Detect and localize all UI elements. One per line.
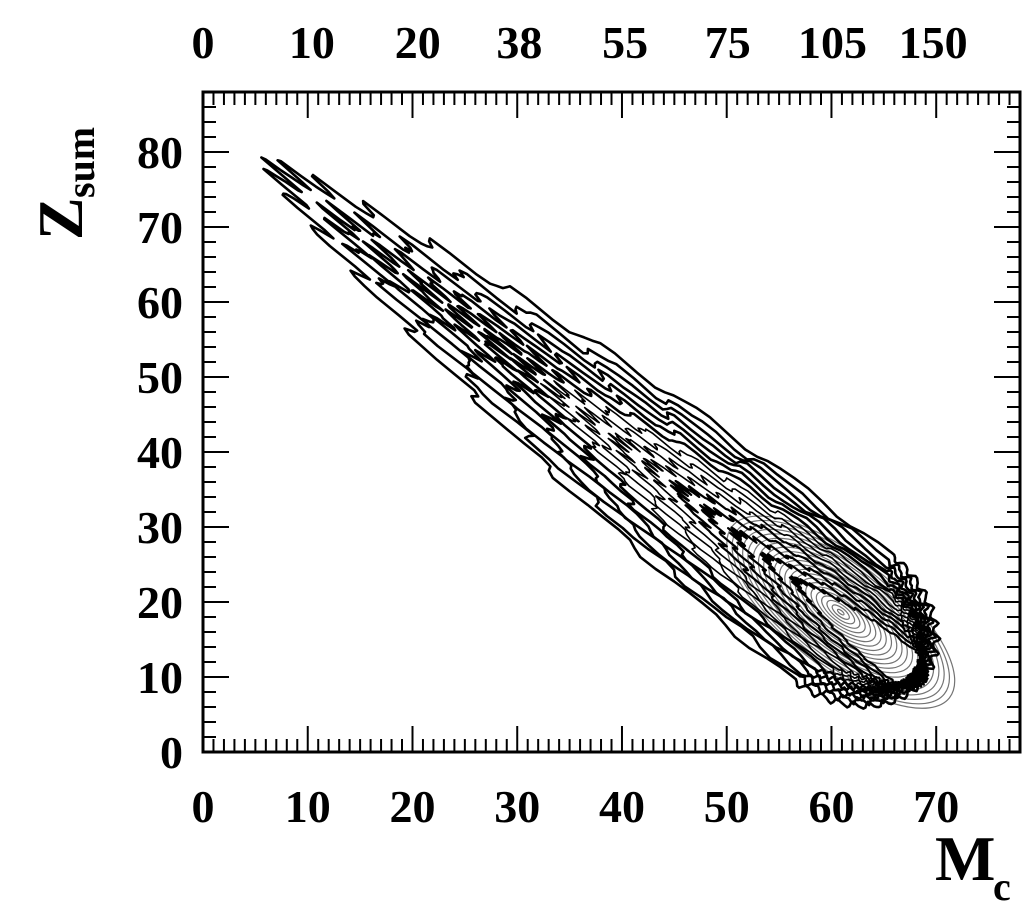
x-tick-label: 20 — [389, 781, 435, 832]
top-tick-label: 0 — [192, 17, 215, 68]
y-tick-label: 10 — [137, 652, 183, 703]
peak-contour — [821, 595, 861, 629]
x-tick-label: 30 — [494, 781, 540, 832]
top-tick-label: 20 — [395, 17, 441, 68]
y-tick-label: 50 — [137, 352, 183, 403]
top-tick-label: 75 — [705, 17, 751, 68]
peak-contour — [778, 559, 903, 665]
y-tick-label: 80 — [137, 127, 183, 178]
peak-contour — [800, 577, 882, 647]
contour-lines — [260, 156, 956, 710]
peak-contour — [810, 586, 872, 638]
y-tick-label: 70 — [137, 202, 183, 253]
peak-contour — [784, 564, 898, 660]
peak-contour — [789, 568, 893, 656]
peak-contour — [826, 599, 856, 625]
top-tick-labels: 0 10 20 38 55 75 105 150 — [192, 17, 968, 68]
x-tick-label: 70 — [913, 781, 959, 832]
peak-contour — [773, 555, 908, 669]
top-tick-label: 150 — [899, 17, 968, 68]
top-tick-label: 55 — [602, 17, 648, 68]
axis-ticks — [202, 91, 1021, 753]
x-axis-title: M c — [935, 823, 1011, 909]
peak-contour — [747, 533, 935, 692]
peak-contour — [831, 604, 850, 620]
peak-contour — [794, 573, 887, 652]
peak-contour — [763, 546, 919, 678]
top-tick-label: 10 — [289, 17, 335, 68]
peak-contour — [736, 524, 945, 700]
peak-contour — [836, 608, 845, 616]
peak-contour — [815, 590, 866, 634]
peak-contour — [731, 519, 951, 705]
top-tick-label: 38 — [496, 17, 542, 68]
y-tick-labels: 0 10 20 30 40 50 60 70 80 — [137, 127, 183, 778]
peak-contour — [757, 542, 924, 683]
x-tick-label: 0 — [192, 781, 215, 832]
peak-contour — [742, 528, 940, 696]
peak-contour — [726, 515, 956, 709]
x-tick-labels: 0 10 20 30 40 50 60 70 — [192, 781, 960, 832]
x-axis-title-main: M — [935, 823, 995, 894]
contour-level-16 — [788, 575, 930, 690]
x-tick-label: 60 — [808, 781, 854, 832]
y-tick-label: 30 — [137, 502, 183, 553]
y-axis-title: Z sum — [25, 127, 103, 240]
peak-contour — [768, 550, 914, 674]
y-tick-label: 20 — [137, 577, 183, 628]
y-axis-title-main: Z — [25, 197, 96, 240]
y-tick-label: 0 — [160, 727, 183, 778]
x-tick-label: 40 — [599, 781, 645, 832]
x-axis-title-sub: c — [993, 864, 1011, 909]
y-tick-label: 60 — [137, 277, 183, 328]
y-tick-label: 40 — [137, 427, 183, 478]
x-tick-label: 10 — [285, 781, 331, 832]
peak-contour — [752, 537, 929, 687]
y-axis-title-sub: sum — [58, 127, 103, 198]
peak-contour — [805, 582, 877, 643]
top-tick-label: 105 — [798, 17, 867, 68]
x-tick-label: 50 — [704, 781, 750, 832]
contour-peak-shading — [726, 515, 956, 709]
